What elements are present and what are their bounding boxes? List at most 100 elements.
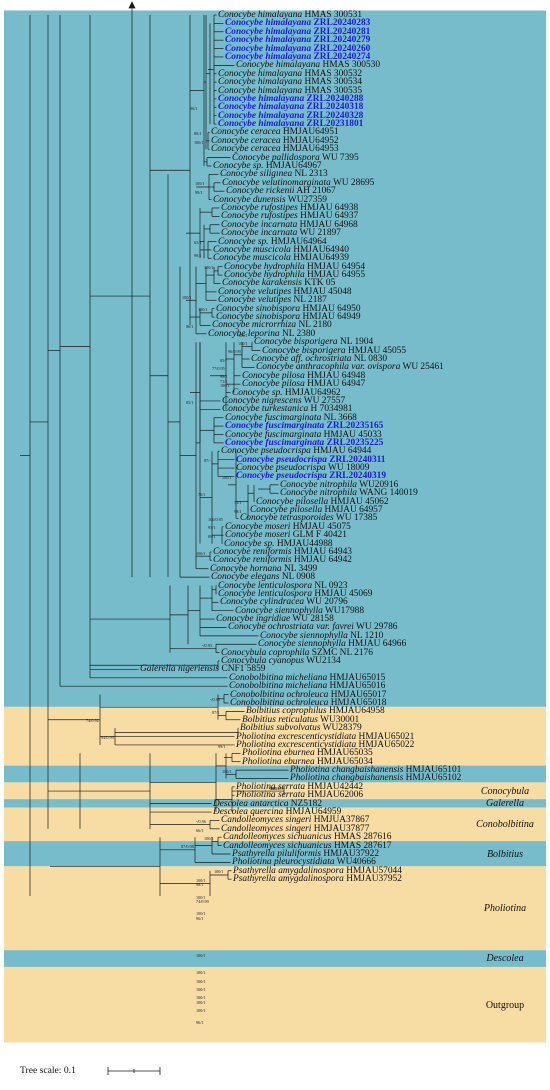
taxon-voucher: HMJAU64959: [285, 807, 342, 818]
taxon-label: Conocybe sp. HMJAU64967: [213, 161, 322, 171]
taxon-label: Pholiotina eburnea HMJAU65035: [242, 748, 373, 758]
taxon-label: Conocybe himalayana ZRL20240274: [225, 52, 370, 62]
taxon-label: Conocybe bisporigera NL 1904: [254, 337, 373, 347]
support-value: 100/1: [196, 978, 206, 984]
taxon-label: Conocybe lenticulospora NL 0923: [218, 581, 348, 591]
taxon-genus: Conocybe: [211, 135, 249, 146]
taxon-epithet: cylindracea: [259, 597, 305, 608]
taxon-epithet: moseri: [264, 521, 291, 532]
taxon-label: Descolea antarctica NZ5182: [213, 799, 322, 809]
taxon-genus: Conocybe: [236, 463, 274, 474]
taxon-epithet: ceracea: [250, 135, 281, 146]
taxon-voucher: NL 2380: [281, 328, 316, 339]
taxon-epithet: pilosella: [295, 496, 329, 507]
taxon-genus: Conocybe: [225, 51, 264, 62]
taxon-label: Conocybe karakensis KTK 05: [222, 278, 335, 288]
taxon-label: Conocybe himalayana ZRL20240279: [225, 35, 370, 45]
taxon-voucher: HMJUA37867: [313, 815, 370, 826]
taxon-epithet: nigrescens: [261, 395, 302, 406]
taxon-genus: Candolleomyces: [223, 832, 285, 843]
taxon-label: Conocybe himalayana HMAS 300534: [218, 77, 362, 87]
taxon-voucher: HMJAU57044: [346, 865, 402, 876]
taxon-genus: Candolleomyces: [221, 815, 283, 826]
taxon-genus: Pholiotina: [290, 765, 330, 776]
taxon-label: Candolleomyces sichuanicus HMAS 287616: [223, 832, 392, 842]
clade-band: [4, 866, 546, 951]
taxon-label: Conocybe anthracophila var. ovispora WU …: [256, 362, 444, 372]
taxon-epithet: pseudocrispa: [276, 454, 327, 465]
taxon-voucher: WU 7395: [321, 152, 359, 163]
taxon-epithet: himalayana: [258, 93, 305, 104]
support-value: 99/1: [195, 189, 203, 195]
taxon-genus: Conocybe: [224, 261, 262, 272]
support-value: 96/1: [196, 915, 204, 921]
taxon-epithet: himalayana: [257, 85, 303, 96]
taxon-voucher: ZRL20235225: [326, 437, 384, 448]
taxon-epithet: excrescenticystidiata: [277, 731, 357, 742]
taxon-epithet: pallidospora: [271, 152, 320, 163]
taxon-epithet: hydrophila: [263, 261, 305, 272]
taxon-genus: Conocybe: [225, 437, 264, 448]
taxon-label: Conocybe sinobispora HMJAU 64950: [216, 304, 361, 314]
taxon-label: Conocybe himalayana ZRL20240281: [225, 27, 370, 37]
taxon-epithet: subvolvatus: [276, 723, 321, 734]
support-value: 100/1: [238, 340, 248, 346]
taxon-voucher: HMAS 300532: [304, 68, 363, 79]
taxon-epithet: ceracea: [250, 127, 281, 138]
taxon-genus: Conocybe: [216, 303, 254, 314]
support-value: 65/1: [194, 240, 202, 246]
taxon-voucher: HMJAU65035: [317, 748, 373, 759]
taxon-genus: Conocybe: [225, 530, 263, 541]
taxon-voucher: HMJAU64962: [284, 387, 341, 398]
taxon-genus: Conocybe: [213, 555, 251, 566]
taxon-genus: Conocybe: [280, 488, 318, 499]
taxon-voucher: ZRL20231801: [306, 119, 364, 130]
taxon-label: Descolea quercina HMJAU64959: [213, 807, 341, 817]
taxon-label: Conocybe reniformis HMJAU 64943: [213, 547, 352, 557]
taxon-label: Conocybe himalayana HMAS 300532: [218, 69, 362, 79]
taxon-epithet: pseudocrispa: [276, 471, 327, 482]
taxon-epithet: micheliana: [285, 681, 328, 692]
taxon-label: Bolbitius reticulatus WU30001: [242, 715, 359, 725]
taxon-genus: Conocybe: [225, 18, 264, 29]
support-value: 100/1: [196, 970, 206, 976]
taxon-epithet: sichuanicus: [287, 840, 332, 851]
taxon-label: Conocybe pseudocrispa HMJAU 64944: [221, 446, 371, 456]
taxon-label: Conocybe hydrophila HMJAU 64954: [224, 262, 365, 272]
taxon-epithet: changbaishanensis: [331, 773, 404, 784]
taxon-genus: Conocybe: [221, 211, 259, 222]
clade-band: [4, 799, 546, 808]
taxon-epithet: velutipes: [257, 286, 292, 297]
support-value: 96/0.99: [228, 349, 241, 355]
taxon-genus: Descolea: [213, 798, 248, 809]
taxon-genus: Conocybe: [225, 521, 263, 532]
support-value: 66/1: [196, 827, 204, 833]
taxon-voucher: HMAS 300531: [304, 10, 363, 20]
taxon-voucher: HMJAU64939: [293, 253, 349, 264]
taxon-epithet: pseudocrispa: [275, 463, 326, 474]
taxon-voucher: HMJAU 45055: [347, 345, 407, 356]
clade-band: [4, 765, 546, 783]
taxon-genus: Conocybe: [250, 505, 288, 515]
support-value: -/0.93: [202, 642, 212, 648]
taxon-epithet: pilosa: [281, 370, 305, 381]
taxon-label: Conocybe tetrasporoides WU 17385: [240, 513, 377, 523]
taxon-epithet: himalayana: [275, 60, 321, 71]
taxon-epithet: lenticulospora: [257, 588, 313, 599]
taxon-genus: Conobolbitina: [229, 672, 284, 683]
taxon-genus: Conobolbitina: [229, 681, 284, 692]
taxon-voucher: HMJAU 64947: [307, 379, 366, 390]
taxon-epithet: amygdalinospora: [278, 865, 344, 876]
taxon-epithet: siennophylla: [274, 605, 323, 616]
taxon-genus: Conocybe: [256, 496, 294, 507]
taxon-label: Conocybe nitrophila WU20916: [280, 480, 398, 490]
clade-group-label: Outgroup: [485, 999, 525, 1011]
taxon-label: Conocybe muscicola HMJAU64939: [213, 253, 349, 263]
taxon-voucher: HMJAU62006: [307, 790, 364, 801]
taxon-voucher: NL 2180: [298, 320, 332, 331]
tree-scale-bar: [107, 1067, 161, 1075]
taxon-epithet: piluliformis: [277, 849, 321, 859]
taxon-epithet: fuscimarginata: [264, 412, 322, 423]
taxon-voucher: ZRL20240279: [313, 35, 371, 46]
support-value: 100/1: [196, 995, 206, 1001]
